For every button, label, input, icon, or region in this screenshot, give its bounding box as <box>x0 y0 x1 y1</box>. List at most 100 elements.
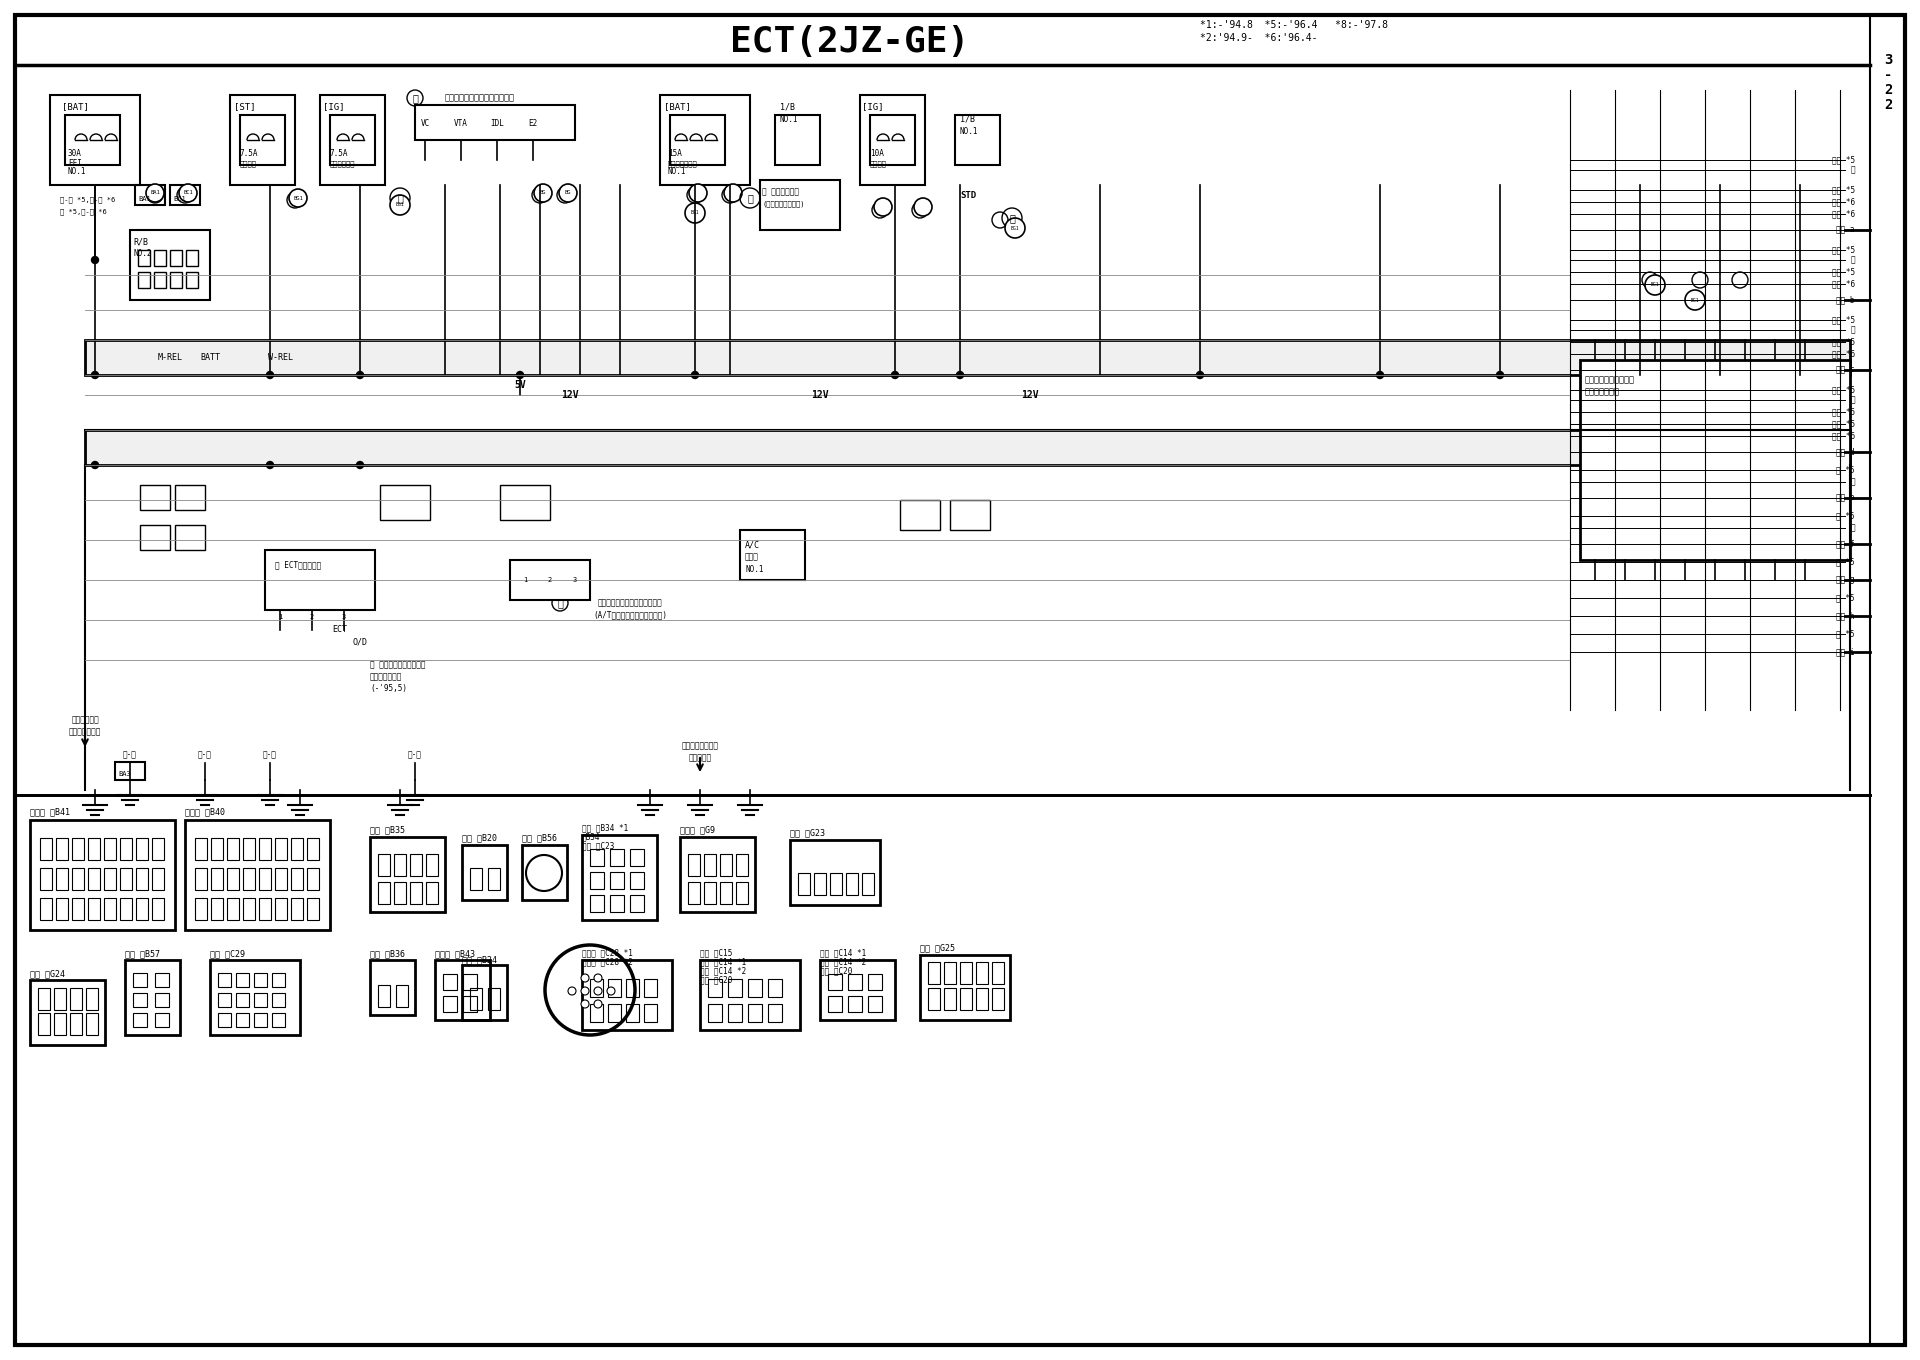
Bar <box>776 116 820 165</box>
Bar <box>993 987 1004 1010</box>
Text: 7.5A: 7.5A <box>330 148 349 158</box>
Text: 3: 3 <box>1884 53 1893 67</box>
Circle shape <box>146 184 163 203</box>
Text: BC1: BC1 <box>173 196 186 203</box>
Text: 青緑 *5: 青緑 *5 <box>1832 246 1855 254</box>
Text: 青 *5: 青 *5 <box>1837 511 1855 521</box>
Text: STD: STD <box>960 190 975 200</box>
Bar <box>73 838 84 860</box>
Text: EFI: EFI <box>67 159 83 169</box>
Text: 青 *5: 青 *5 <box>1837 630 1855 638</box>
Circle shape <box>267 371 273 378</box>
Bar <box>275 838 286 860</box>
Bar <box>209 960 300 1035</box>
Bar <box>708 979 722 997</box>
Bar <box>687 883 701 904</box>
Text: NO.1: NO.1 <box>668 167 687 177</box>
Text: 孔灰色 ⒶG9: 孔灰色 ⒶG9 <box>680 826 714 835</box>
Text: コンピューター: コンピューター <box>371 672 403 681</box>
Bar <box>630 849 643 866</box>
Text: 1: 1 <box>278 613 282 620</box>
Bar <box>40 898 52 919</box>
Bar <box>292 898 303 919</box>
Bar <box>259 898 271 919</box>
Bar <box>136 868 148 889</box>
Text: NO.1: NO.1 <box>67 167 86 177</box>
Bar <box>687 854 701 876</box>
Text: 緑緑 *5: 緑緑 *5 <box>1832 185 1855 194</box>
Bar <box>175 525 205 549</box>
Bar <box>140 525 171 549</box>
Bar <box>307 898 319 919</box>
Bar <box>739 530 804 579</box>
Bar <box>154 250 165 267</box>
Bar <box>828 974 843 990</box>
Bar <box>945 987 956 1010</box>
Text: 赤緑 *5: 赤緑 *5 <box>1832 419 1855 428</box>
Bar <box>735 854 749 876</box>
Text: BG: BG <box>564 190 572 196</box>
Text: 黒-赤: 黒-赤 <box>198 751 211 759</box>
Text: BA1: BA1 <box>150 190 159 196</box>
Text: 黒色 d: 黒色 d <box>1837 447 1855 457</box>
Text: 黒色 b: 黒色 b <box>1837 295 1855 305</box>
Text: ⒶB34: ⒶB34 <box>582 832 601 842</box>
Bar <box>720 854 732 876</box>
Text: NO.1: NO.1 <box>780 114 799 124</box>
Bar <box>265 549 374 611</box>
Text: (-'95,5): (-'95,5) <box>371 684 407 694</box>
Text: BG1: BG1 <box>1651 283 1659 287</box>
Text: 1/B: 1/B <box>780 102 795 112</box>
Bar <box>119 898 132 919</box>
Bar <box>611 895 624 913</box>
Text: 黒-赤: 黒-赤 <box>123 751 136 759</box>
Bar <box>88 868 100 889</box>
Text: E2: E2 <box>528 118 538 128</box>
Text: W-REL: W-REL <box>267 352 292 362</box>
Text: テールプランプ: テールプランプ <box>668 160 697 167</box>
Text: 紅色 ⒶC20: 紅色 ⒶC20 <box>820 967 852 975</box>
Bar <box>275 898 286 919</box>
Bar <box>196 898 207 919</box>
Bar <box>40 868 52 889</box>
Text: [ST]: [ST] <box>234 102 255 112</box>
Text: 7.5A: 7.5A <box>240 148 259 158</box>
Text: 青緑 *5: 青緑 *5 <box>1832 316 1855 325</box>
Bar <box>31 981 106 1044</box>
Bar <box>488 868 499 889</box>
Circle shape <box>685 203 705 223</box>
Bar <box>728 979 741 997</box>
Bar <box>870 116 916 165</box>
Bar <box>849 996 862 1012</box>
Bar <box>56 868 67 889</box>
Bar <box>184 820 330 930</box>
Text: 黒色 g: 黒色 g <box>1837 575 1855 585</box>
Text: 灰白色 ⒶC28 *1: 灰白色 ⒶC28 *1 <box>582 948 634 957</box>
Text: 2: 2 <box>1884 98 1893 112</box>
Text: 灰色 ⒶC14 *2: 灰色 ⒶC14 *2 <box>820 957 866 967</box>
Text: 10A: 10A <box>870 148 883 158</box>
Text: BG: BG <box>540 190 547 196</box>
Bar <box>380 486 430 520</box>
Bar <box>65 116 119 165</box>
Bar <box>426 854 438 876</box>
Bar <box>643 979 657 997</box>
Bar <box>292 868 303 889</box>
Bar <box>396 985 407 1006</box>
Text: [BAT]: [BAT] <box>664 102 691 112</box>
Text: 12V: 12V <box>561 390 578 400</box>
Text: インタークーラー: インタークーラー <box>682 741 718 751</box>
Bar <box>54 1013 65 1035</box>
Text: ボデーアース: ボデーアース <box>71 715 98 725</box>
Bar <box>708 1004 722 1021</box>
Bar <box>196 868 207 889</box>
Circle shape <box>1196 371 1204 378</box>
Text: ECT: ECT <box>332 626 348 635</box>
Text: 黒色 ⒶB20: 黒色 ⒶB20 <box>463 834 497 842</box>
Text: 灰色 *6: 灰色 *6 <box>1832 350 1855 359</box>
Circle shape <box>568 987 576 996</box>
Bar <box>84 340 1851 375</box>
Text: ⑭: ⑭ <box>747 193 753 203</box>
Circle shape <box>593 1000 603 1008</box>
Circle shape <box>1645 275 1665 295</box>
